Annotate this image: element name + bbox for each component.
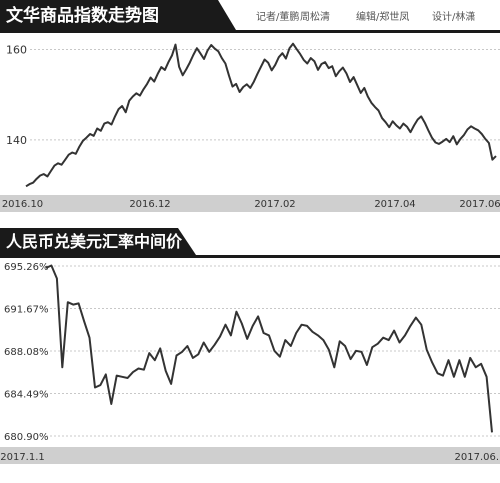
top-chart-panel: 文华商品指数走势图 记者/董鹏 周松清 编辑/郑世凤 设计/林潇 160140 … (0, 0, 500, 212)
top-x-axis-band (0, 195, 500, 212)
credit-editor: 编辑/郑世凤 (356, 10, 409, 23)
x-tick-label: 2017.1.1 (0, 452, 45, 463)
y-tick-label: 688.08% (4, 347, 49, 358)
y-tick-label: 160 (6, 44, 27, 57)
bottom-title-bar (0, 228, 196, 255)
x-tick-label: 2016.10 (2, 199, 43, 210)
x-tick-label: 2017.06.1 (455, 452, 500, 463)
y-tick-label: 695.26% (4, 262, 49, 273)
credit-reporter-1: 记者/董鹏 (256, 10, 299, 23)
bottom-x-axis-band (0, 447, 500, 464)
x-tick-label: 2016.12 (129, 199, 170, 210)
top-chart-title: 文华商品指数走势图 (6, 5, 159, 26)
bottom-chart-panel: 人民币兑美元汇率中间价 695.26% 691.67% 688.08% 684.49%… (0, 228, 500, 464)
x-tick-label: 2017.04 (374, 199, 415, 210)
top-y-tick-labels: 160 140 (6, 44, 27, 147)
bottom-chart-title: 人民币兑美元汇率中间价 (6, 232, 183, 251)
x-tick-label: 2017.02 (254, 199, 295, 210)
credit-designer: 设计/林潇 (432, 10, 475, 23)
wenhua-index-series-line (25, 42, 497, 188)
y-tick-label: 140 (6, 134, 27, 147)
top-title-rule (0, 30, 500, 33)
top-gridlines (30, 49, 500, 141)
bottom-y-tick-labels: 695.26% 691.67% 688.08% 684.49% 680.90% (4, 262, 49, 443)
bottom-title-rule (0, 255, 500, 258)
bottom-gridlines (46, 265, 500, 437)
y-tick-label: 680.90% (4, 432, 49, 443)
credit-reporter-2: 周松清 (300, 10, 330, 23)
y-tick-label: 684.49% (4, 390, 49, 401)
rmb-usd-series-line (45, 264, 493, 433)
top-x-tick-labels: 2016.10 2016.12 2017.02 2017.04 2017.06 (2, 199, 500, 210)
y-tick-label: 691.67% (4, 305, 49, 316)
top-title-bar (0, 0, 236, 30)
x-tick-label: 2017.06 (459, 199, 500, 210)
bottom-x-tick-labels: 2017.1.1 2017.06.1 (0, 452, 500, 463)
